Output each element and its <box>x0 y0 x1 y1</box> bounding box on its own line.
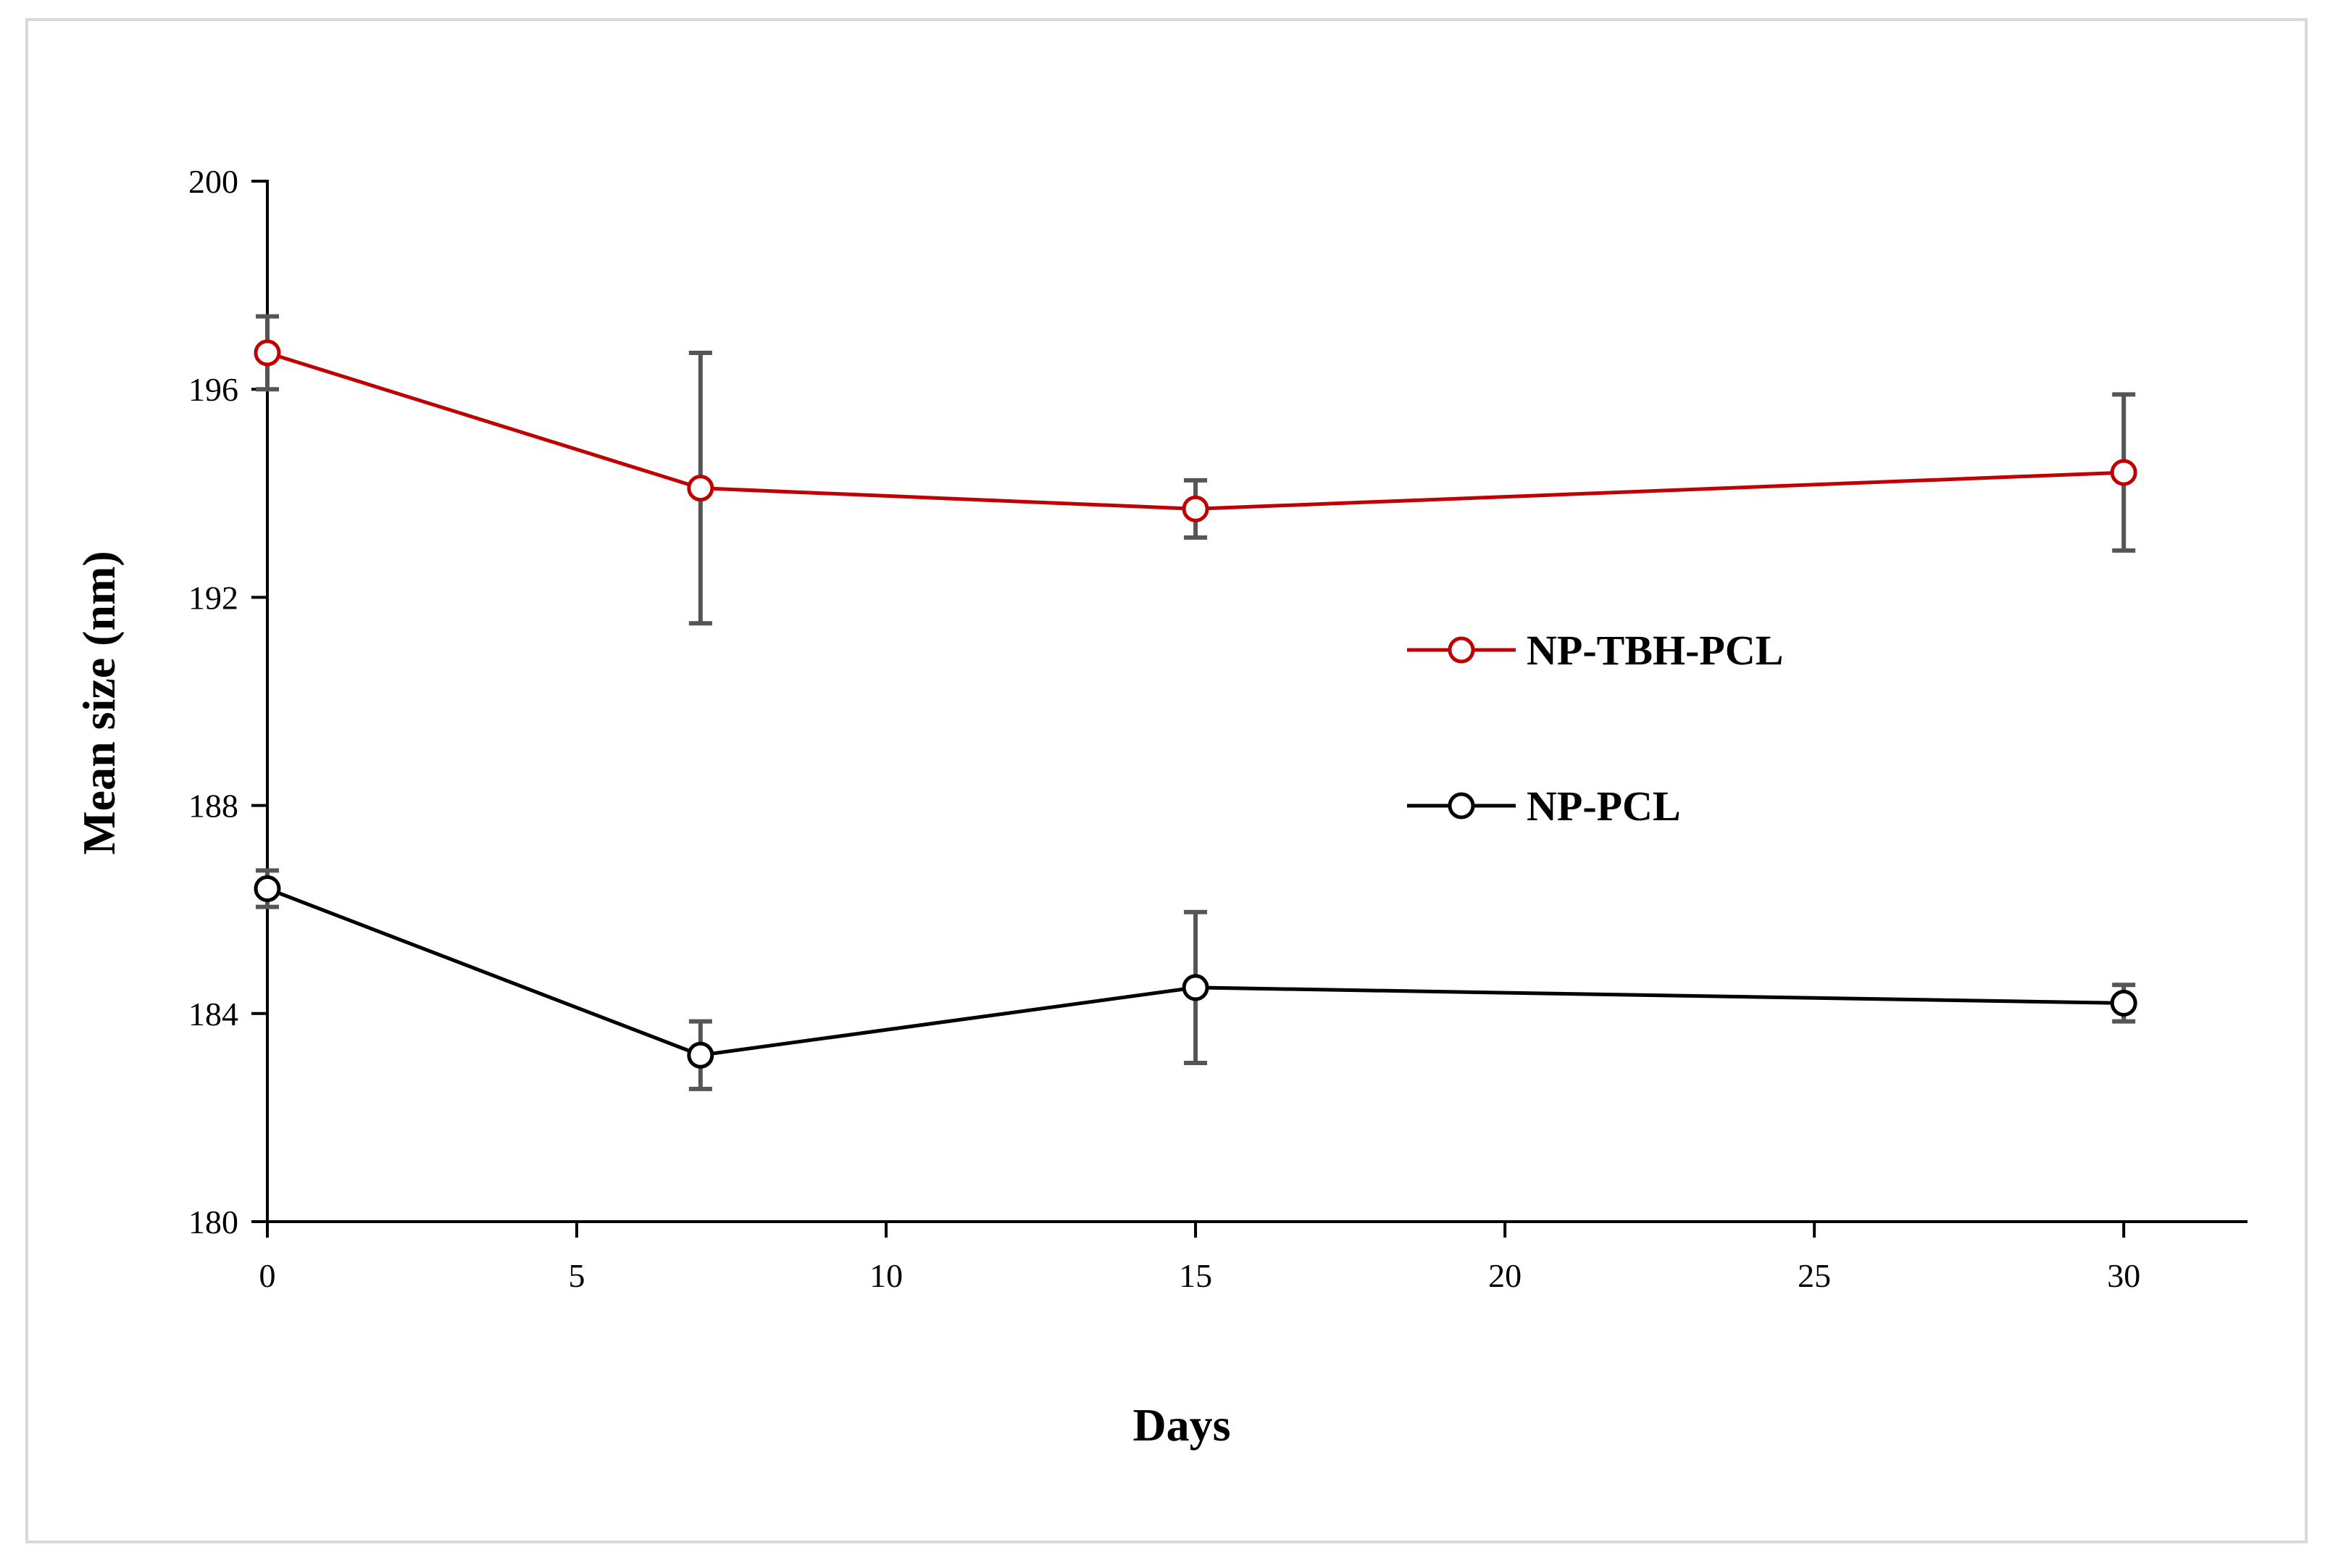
series-line-np-tbh-pcl <box>267 351 2124 511</box>
y-tick-label: 180 <box>188 1204 238 1240</box>
y-tick-label: 196 <box>188 371 238 408</box>
legend-item-np-pcl: NP-PCL <box>1407 783 1681 830</box>
legend-marker-swatch <box>1448 792 1475 820</box>
x-tick-label: 20 <box>1488 1257 1522 1294</box>
chart-frame <box>25 18 2308 1543</box>
x-tick-label: 0 <box>259 1257 276 1294</box>
legend-item-np-tbh-pcl: NP-TBH-PCL <box>1407 627 1783 674</box>
data-point-np-tbh-pcl <box>2110 459 2137 486</box>
data-point-np-pcl <box>687 1041 714 1069</box>
x-tick-label: 25 <box>1798 1257 1831 1294</box>
data-point-np-tbh-pcl <box>1182 495 1209 522</box>
x-tick-label: 10 <box>869 1257 903 1294</box>
x-tick-label: 5 <box>569 1257 585 1294</box>
y-tick-label: 188 <box>188 788 238 825</box>
legend-marker-swatch <box>1448 636 1475 664</box>
data-point-np-pcl <box>2110 989 2137 1017</box>
axes: 180 184 188 192 196 200 0 5 10 15 20 25 30 <box>188 163 2248 1294</box>
data-point-np-tbh-pcl <box>254 339 281 367</box>
legend-label: NP-PCL <box>1527 783 1681 830</box>
y-tick-label: 200 <box>188 163 238 200</box>
y-tick-label: 192 <box>188 579 238 616</box>
series-lines <box>254 339 2137 1069</box>
series-line-np-pcl <box>267 887 2124 1057</box>
legend: NP-TBH-PCL NP-PCL <box>1407 627 1783 830</box>
y-axis-title: Mean size (nm) <box>73 551 125 854</box>
data-point-np-pcl <box>254 875 281 902</box>
x-tick-label: 15 <box>1179 1257 1212 1294</box>
data-point-np-tbh-pcl <box>687 475 714 502</box>
y-tick-label: 184 <box>188 996 238 1033</box>
data-point-np-pcl <box>1182 974 1209 1001</box>
x-tick-label: 30 <box>2107 1257 2140 1294</box>
x-axis-title: Days <box>1132 1399 1230 1451</box>
legend-label: NP-TBH-PCL <box>1527 627 1783 674</box>
